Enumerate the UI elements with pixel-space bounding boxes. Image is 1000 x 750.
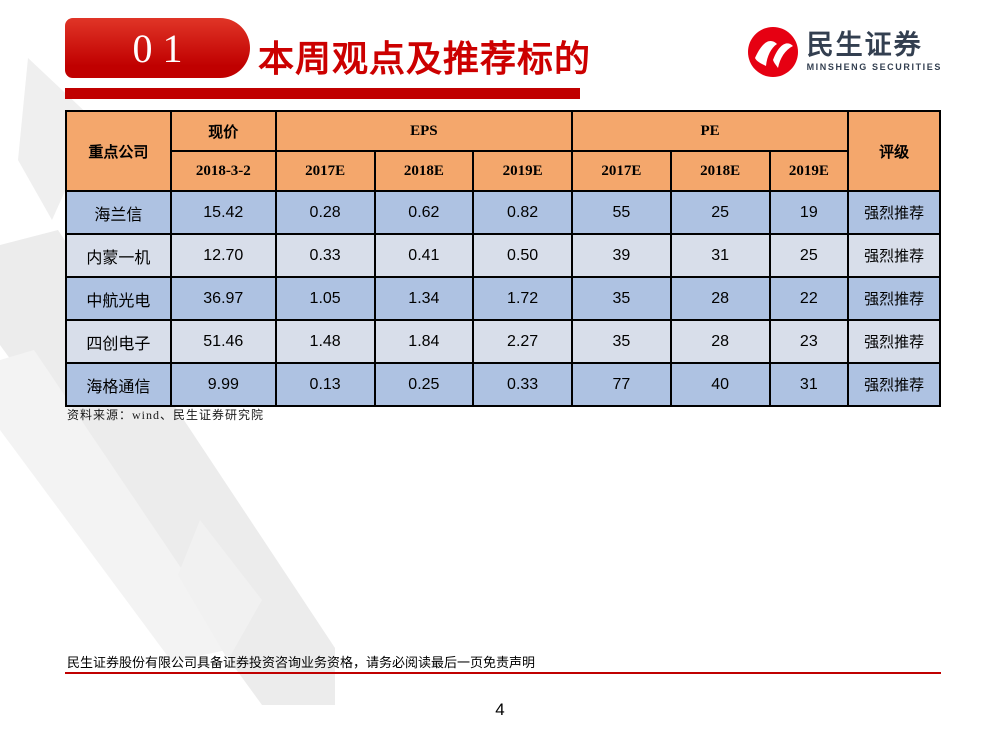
cell-price: 15.42 — [169, 190, 277, 235]
cell-company: 中航光电 — [65, 276, 172, 321]
section-number-badge: 01 — [65, 18, 250, 78]
cell-eps-2017e: 1.05 — [274, 276, 376, 321]
cell-eps-2019e: 2.27 — [472, 319, 573, 364]
cell-eps-2017e: 1.48 — [274, 319, 376, 364]
logo-name-cn: 民生证券 — [806, 30, 923, 60]
cell-eps-2017e: 0.13 — [274, 362, 376, 407]
stock-table: 重点公司 现价 EPS PE 评级 2018-3-2 2017E 2018E 2… — [65, 110, 941, 407]
col-header-eps-group: EPS — [274, 110, 574, 152]
title-underline-bar — [65, 88, 580, 99]
cell-pe-2019e: 23 — [768, 319, 850, 364]
col-header-rating: 评级 — [847, 110, 941, 192]
cell-pe-2018e: 40 — [669, 362, 771, 407]
cell-rating: 强烈推荐 — [847, 362, 941, 407]
cell-rating: 强烈推荐 — [847, 190, 941, 235]
logo-text-block: 民生证券 MINSHENG SECURITIES — [807, 32, 942, 72]
table-row: 四创电子 51.46 1.48 1.84 2.27 35 28 23 强烈推荐 — [65, 319, 941, 364]
logo-name-en: MINSHENG SECURITIES — [806, 62, 942, 72]
col-header-eps-2017e: 2017E — [274, 150, 376, 192]
cell-eps-2018e: 1.84 — [373, 319, 475, 364]
cell-pe-2017e: 35 — [571, 276, 672, 321]
cell-company: 内蒙一机 — [65, 233, 172, 278]
cell-price: 36.97 — [169, 276, 277, 321]
col-header-company: 重点公司 — [65, 110, 172, 192]
table-header-row-1: 重点公司 现价 EPS PE 评级 — [65, 110, 941, 192]
table-row: 内蒙一机 12.70 0.33 0.41 0.50 39 31 25 强烈推荐 — [65, 233, 941, 278]
cell-price: 9.99 — [169, 362, 277, 407]
minsheng-logo-icon — [747, 27, 798, 77]
table-row: 海格通信 9.99 0.13 0.25 0.33 77 40 31 强烈推荐 — [65, 362, 941, 407]
cell-company: 四创电子 — [65, 319, 172, 364]
table-header-row-2: 2018-3-2 2017E 2018E 2019E 2017E 2018E 2… — [66, 150, 940, 192]
cell-pe-2018e: 28 — [669, 276, 771, 321]
col-header-pe-2017e: 2017E — [571, 150, 672, 192]
cell-eps-2018e: 0.41 — [373, 233, 475, 278]
col-header-price-date: 2018-3-2 — [169, 150, 277, 192]
cell-pe-2017e: 77 — [571, 362, 672, 407]
col-header-price: 现价 — [169, 110, 277, 152]
cell-eps-2018e: 1.34 — [373, 276, 475, 321]
cell-rating: 强烈推荐 — [847, 233, 941, 278]
col-header-eps-2018e: 2018E — [373, 150, 475, 192]
footer-disclaimer: 民生证券股份有限公司具备证券投资咨询业务资格，请务必阅读最后一页免责声明 — [67, 655, 536, 670]
cell-rating: 强烈推荐 — [847, 276, 941, 321]
col-header-pe-2018e: 2018E — [669, 150, 771, 192]
cell-pe-2019e: 19 — [768, 190, 850, 235]
cell-eps-2019e: 0.33 — [472, 362, 573, 407]
cell-pe-2017e: 55 — [571, 190, 672, 235]
footer-divider-line — [65, 672, 941, 674]
table-row: 中航光电 36.97 1.05 1.34 1.72 35 28 22 强烈推荐 — [65, 276, 941, 321]
cell-eps-2018e: 0.25 — [373, 362, 475, 407]
cell-pe-2019e: 31 — [768, 362, 850, 407]
cell-pe-2017e: 39 — [571, 233, 672, 278]
cell-eps-2017e: 0.28 — [274, 190, 376, 235]
cell-price: 12.70 — [169, 233, 277, 278]
col-header-eps-2019e: 2019E — [472, 150, 573, 192]
cell-eps-2019e: 0.82 — [472, 190, 573, 235]
cell-eps-2019e: 0.50 — [472, 233, 573, 278]
cell-pe-2019e: 25 — [768, 233, 850, 278]
cell-pe-2018e: 25 — [669, 190, 771, 235]
table-row: 海兰信 15.42 0.28 0.62 0.82 55 25 19 强烈推荐 — [65, 190, 941, 235]
cell-pe-2018e: 28 — [669, 319, 771, 364]
page-title: 本周观点及推荐标的 — [258, 39, 592, 79]
cell-price: 51.46 — [169, 319, 277, 364]
col-header-pe-group: PE — [570, 110, 850, 152]
cell-company: 海兰信 — [65, 190, 172, 235]
cell-eps-2018e: 0.62 — [373, 190, 475, 235]
cell-pe-2017e: 35 — [571, 319, 672, 364]
cell-pe-2019e: 22 — [768, 276, 850, 321]
section-number: 01 — [132, 25, 193, 71]
col-header-pe-2019e: 2019E — [768, 150, 850, 192]
cell-rating: 强烈推荐 — [847, 319, 941, 364]
page-number: 4 — [495, 700, 505, 719]
cell-eps-2017e: 0.33 — [274, 233, 376, 278]
company-logo: 民生证券 MINSHENG SECURITIES — [747, 26, 942, 78]
cell-company: 海格通信 — [65, 362, 172, 407]
source-note: 资料来源：wind、民生证券研究院 — [67, 408, 265, 422]
cell-eps-2019e: 1.72 — [472, 276, 573, 321]
cell-pe-2018e: 31 — [669, 233, 771, 278]
